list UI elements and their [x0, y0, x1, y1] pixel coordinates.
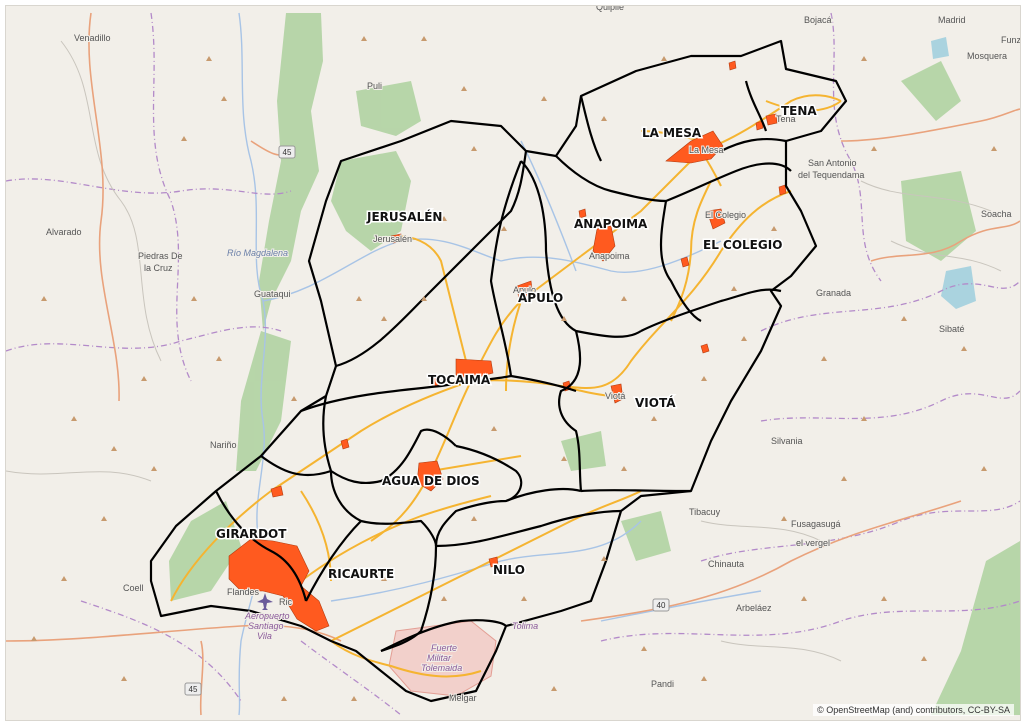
place-arbelaez: Arbeláez	[736, 603, 772, 613]
urban-girardot	[228, 538, 330, 632]
place-nariño: Nariño	[210, 440, 237, 450]
urban-areas	[228, 60, 787, 632]
urban-viota	[610, 383, 624, 404]
muni-label-nilo: NILO	[493, 563, 525, 577]
urban-agua-de-dios	[416, 460, 444, 492]
muni-label-la-mesa: LA MESA	[642, 126, 702, 140]
place-quipile: Quipile	[596, 6, 624, 12]
place-flandes: Flandes	[227, 587, 260, 597]
place-el-vergel: el vergel	[796, 538, 830, 548]
minor-roads	[6, 40, 1002, 662]
urban-nilo	[488, 556, 499, 568]
place-apulo-town: Apulo	[513, 285, 536, 295]
municipality-boundaries	[149, 39, 848, 703]
municipality-labels: JERUSALÉN LA MESA TENA ANAPOIMA EL COLEG…	[215, 103, 819, 583]
place-piedras-line1: Piedras De	[138, 251, 183, 261]
map-canvas[interactable]: 45 45 40 Quipile Bojacá Madrid Funz Mosq…	[5, 5, 1021, 721]
label-fuerte-line2: Militar	[427, 653, 452, 663]
place-puli: Puli	[367, 81, 382, 91]
urban-la-mesa	[665, 130, 724, 164]
place-viota-town: Viotá	[605, 391, 625, 401]
place-bojaca: Bojacá	[804, 15, 832, 25]
road-shield-45-south: 45	[184, 682, 202, 696]
water-bodies	[931, 37, 976, 309]
muni-label-girardot: GIRARDOT	[216, 527, 287, 541]
muni-label-el-colegio: EL COLEGIO	[703, 238, 782, 252]
muni-label-agua-de-dios: AGUA DE DIOS	[382, 474, 480, 488]
place-rio: Ric	[279, 597, 292, 607]
svg-text:45: 45	[283, 148, 292, 157]
place-sibate: Sibaté	[939, 324, 965, 334]
place-fusagasuga: Fusagasugá	[791, 519, 841, 529]
svg-text:45: 45	[189, 685, 198, 694]
urban-apulo	[516, 280, 534, 302]
place-alvarado: Alvarado	[46, 227, 82, 237]
muni-label-anapoima: ANAPOIMA	[574, 217, 648, 231]
airport-icon	[257, 593, 273, 610]
urban-tocaima	[455, 358, 494, 380]
place-piedras-line2: la Cruz	[144, 263, 173, 273]
label-fuerte-line1: Fuerte	[431, 643, 457, 653]
place-san-antonio-line2: del Tequendama	[798, 170, 864, 180]
place-silvania: Silvania	[771, 436, 803, 446]
svg-text:40: 40	[657, 601, 666, 610]
place-san-antonio-line1: San Antonio	[808, 158, 857, 168]
place-anapoima-town: Anapoima	[589, 251, 630, 261]
place-guataqui: Guataqui	[254, 289, 291, 299]
urban-tena	[765, 113, 778, 126]
label-airport-line1: Aeropuerto	[244, 611, 290, 621]
label-rio-magdalena: Río Magdalena	[227, 248, 288, 258]
muni-label-viota: VIOTÁ	[635, 395, 676, 410]
label-fuerte-line3: Tolemaida	[421, 663, 462, 673]
place-jerusalen-town: Jerusalén	[373, 234, 412, 244]
place-el-colegio-town: El Colegio	[705, 210, 746, 220]
road-shield-45-north: 45	[278, 145, 296, 159]
place-funza: Funz	[1001, 35, 1020, 45]
muni-label-jerusalen: JERUSALÉN	[366, 209, 442, 224]
place-soacha: Soacha	[981, 209, 1012, 219]
place-la-mesa-town: La Mesa	[689, 145, 724, 155]
admin-boundaries	[6, 12, 1020, 716]
road-shield-40: 40	[652, 598, 670, 612]
place-chinauta: Chinauta	[708, 559, 744, 569]
place-labels: Quipile Bojacá Madrid Funz Mosquera Vena…	[45, 6, 1020, 704]
primary-roads-external	[6, 12, 1020, 716]
place-pandi: Pandi	[651, 679, 674, 689]
place-madrid: Madrid	[938, 15, 966, 25]
place-mosquera: Mosquera	[967, 51, 1007, 61]
urban-el-colegio	[706, 208, 726, 230]
label-tolima: Tolima	[512, 621, 538, 631]
military-base-area	[388, 620, 497, 697]
place-tibacuy: Tibacuy	[689, 507, 721, 517]
place-granada: Granada	[816, 288, 851, 298]
label-airport-line3: Vila	[257, 631, 272, 641]
muni-label-ricaurte: RICAURTE	[328, 567, 394, 581]
map-svg: 45 45 40 Quipile Bojacá Madrid Funz Mosq…	[6, 6, 1020, 720]
map-background	[6, 6, 1020, 720]
muni-label-tocaima: TOCAIMA	[428, 373, 491, 387]
terrain-peaks	[31, 36, 997, 701]
place-venadillo: Venadillo	[74, 33, 111, 43]
muni-label-tena: TENA	[781, 104, 817, 118]
place-tena-town: Tena	[776, 114, 796, 124]
place-algar: Melgar	[449, 693, 477, 703]
map-attribution[interactable]: © OpenStreetMap (and) contributors, CC-B…	[813, 704, 1014, 716]
muni-label-apulo: APULO	[518, 291, 563, 305]
label-airport-line2: Santiago	[248, 621, 284, 631]
place-coello: Coell	[123, 583, 144, 593]
urban-anapoima	[592, 225, 616, 262]
